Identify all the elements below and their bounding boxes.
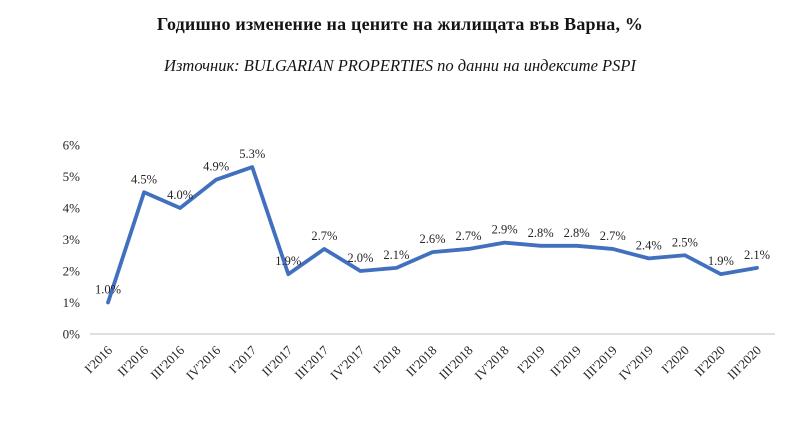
x-axis-label: I'2019 [514,343,548,377]
x-axis-label: I'2016 [81,342,115,376]
x-axis-label: IV'2018 [471,343,511,383]
x-axis-label: III'2019 [580,343,620,383]
x-axis-label: IV'2017 [327,342,368,383]
data-label: 1.9% [708,254,734,268]
x-axis-label: II'2018 [403,343,440,380]
y-axis-label: 1% [63,295,81,310]
line-chart: 0% 1% 2% 3% 4% 5% 6% 1.0% 4.5% 4.0% 4.9% 5.3% 1.9% 2.… [0,108,800,434]
data-label: 2.1% [383,248,409,262]
series-line [106,165,759,305]
x-axis-label: II'2017 [259,342,296,379]
x-axis-label: I'2017 [226,342,260,376]
y-axis-label: 5% [63,169,81,184]
data-label: 2.5% [672,235,698,249]
x-axis-label: IV'2016 [183,342,224,383]
data-label: 2.6% [419,232,445,246]
chart-canvas: 0% 1% 2% 3% 4% 5% 6% 1.0% 4.5% 4.0% 4.9% 5.3% 1.9% 2.… [63,138,775,383]
x-axis-label: II'2020 [691,343,728,380]
data-label: 2.7% [311,229,337,243]
chart-title: Годишно изменение на цените на жилищата … [156,14,644,34]
y-axis-label: 2% [63,264,81,279]
data-label: 4.0% [167,188,193,202]
data-label: 2.7% [456,229,482,243]
data-label: 2.1% [744,248,770,262]
y-axis-label: 4% [63,201,81,216]
y-axis-label: 0% [63,327,81,342]
y-axis-label: 3% [63,232,81,247]
data-label: 4.5% [131,172,157,186]
data-label: 2.9% [492,223,518,237]
x-axis-label: III'2016 [147,342,187,382]
x-axis-label: II'2019 [547,343,584,380]
chart-subtitle: Източник: BULGARIAN PROPERTIES по данни … [164,56,636,75]
y-axis-label: 6% [63,138,81,153]
x-axis-label: II'2016 [114,342,151,379]
data-label: 4.9% [203,160,229,174]
data-label: 1.9% [275,254,301,268]
data-label: 2.7% [600,229,626,243]
x-axis-label: IV'2019 [616,343,656,383]
data-label: 5.3% [239,147,265,161]
x-axis-label: III'2018 [436,343,476,383]
data-label: 1.0% [95,283,121,297]
x-axis-label: III'2020 [724,343,764,383]
data-label: 2.0% [347,251,373,265]
x-axis-label: I'2018 [370,343,404,377]
data-label: 2.4% [636,238,662,252]
x-axis-label: III'2017 [292,342,332,382]
data-label: 2.8% [528,226,554,240]
x-axis-label: I'2020 [658,343,692,377]
data-label: 2.8% [564,226,590,240]
